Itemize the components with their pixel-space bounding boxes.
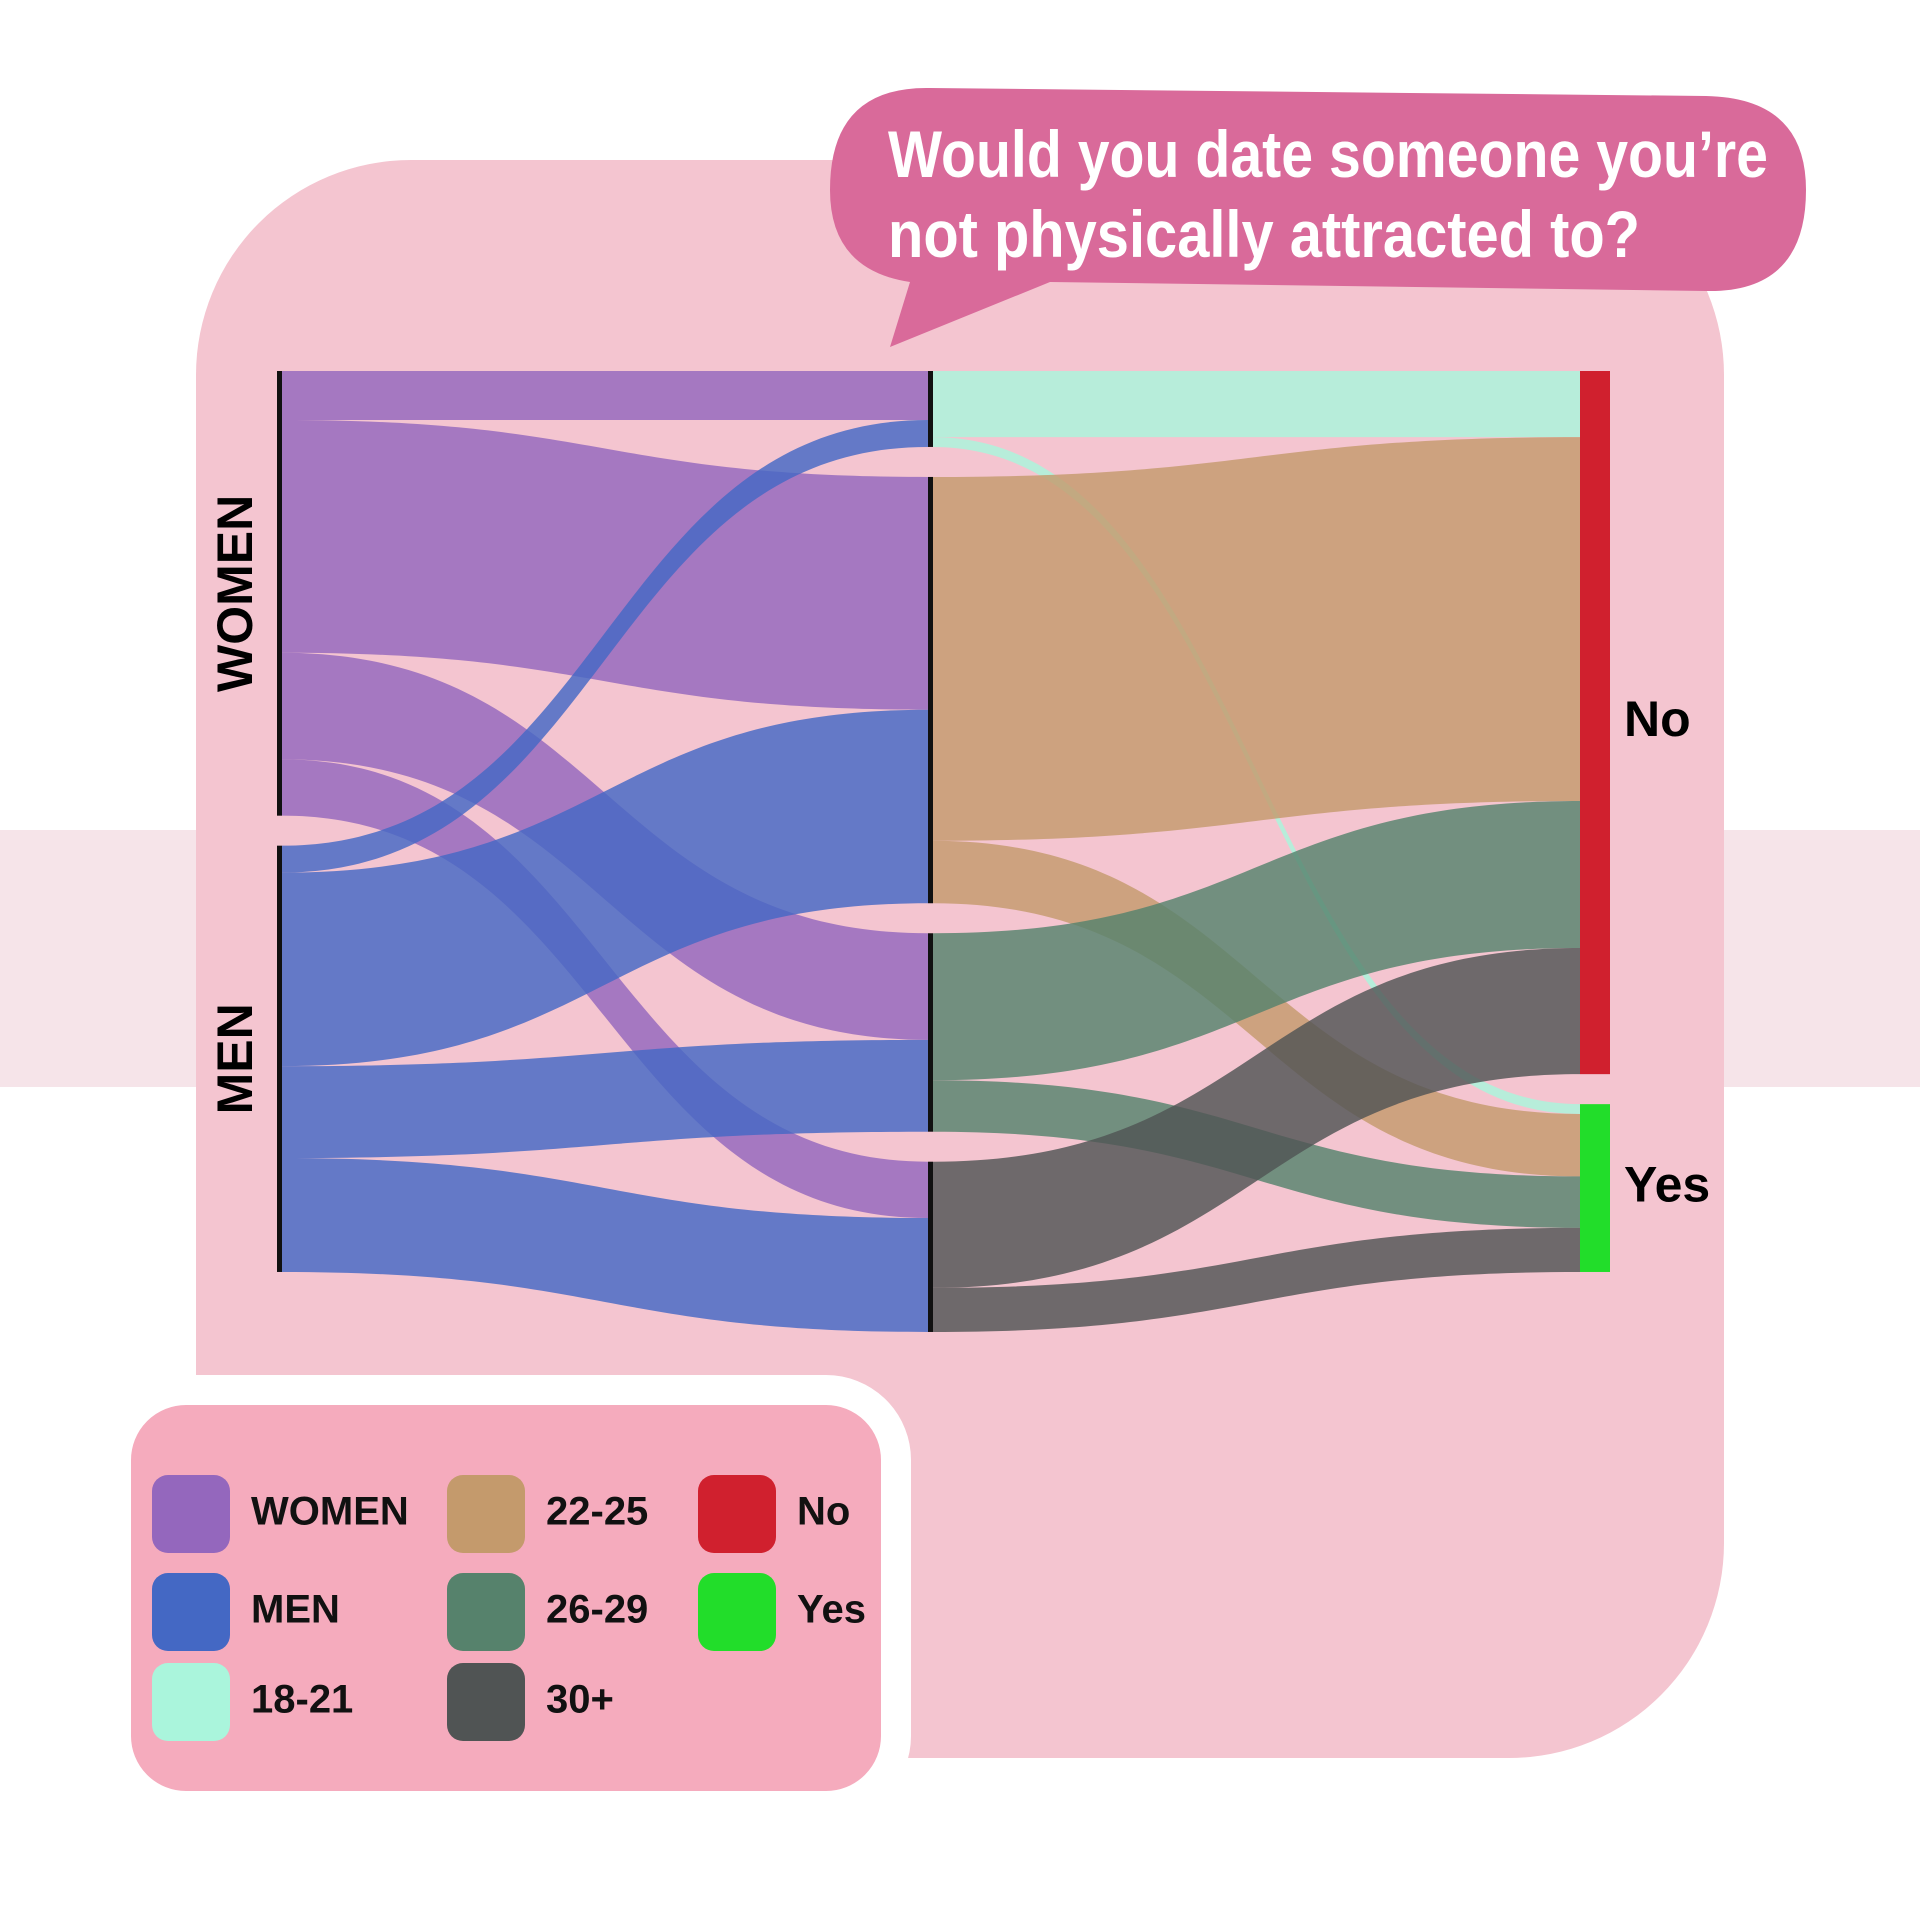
legend-swatch <box>152 1663 230 1741</box>
legend-label: 18-21 <box>251 1678 353 1722</box>
sankey-link <box>933 800 1580 1081</box>
legend-label: 26-29 <box>546 1588 648 1632</box>
chart-title: not physically attracted to? <box>888 197 1640 271</box>
sankey-link <box>282 371 928 420</box>
legend-swatch <box>447 1663 525 1741</box>
legend: WOMEN MEN 18-21 22-25 26-29 30+ No Yes <box>152 1475 866 1741</box>
sankey-node <box>928 476 933 904</box>
sankey-link <box>282 1039 928 1159</box>
legend-label: 22-25 <box>546 1490 648 1534</box>
sankey-node <box>1580 1104 1610 1272</box>
legend-swatch <box>447 1475 525 1553</box>
sankey-node <box>1580 371 1610 1075</box>
legend-swatch <box>447 1573 525 1651</box>
node-label: No <box>1624 691 1691 747</box>
legend-swatch <box>152 1573 230 1651</box>
sankey-node <box>277 845 282 1272</box>
speech-bubble <box>830 87 1806 347</box>
nodes: WOMEN MEN No Yes <box>207 371 1710 1332</box>
sankey-node <box>928 371 933 447</box>
legend-swatch <box>698 1573 776 1651</box>
node-label: WOMEN <box>207 495 263 692</box>
sankey-node <box>277 371 282 816</box>
sankey-link <box>933 947 1580 1288</box>
sankey-link <box>282 709 928 1067</box>
sankey-link <box>933 1227 1580 1332</box>
legend-label: No <box>797 1490 850 1534</box>
legend-label: 30+ <box>546 1678 614 1722</box>
sankey-link <box>282 420 928 710</box>
sankey-link <box>933 371 1580 438</box>
legend-label: WOMEN <box>251 1490 409 1534</box>
sankey-node <box>928 1161 933 1332</box>
node-label: MEN <box>207 1003 263 1114</box>
sankey-link <box>282 759 928 1219</box>
legend-swatch <box>698 1475 776 1553</box>
legend-label: Yes <box>797 1588 866 1632</box>
node-label: Yes <box>1624 1156 1710 1212</box>
sankey-link <box>282 1158 928 1332</box>
sankey-link <box>282 420 928 873</box>
legend-swatch <box>152 1475 230 1553</box>
chart-title: Would you date someone you’re <box>888 117 1768 191</box>
sankey-link <box>933 437 1580 841</box>
sankey-node <box>928 933 933 1132</box>
links <box>282 371 1580 1332</box>
legend-label: MEN <box>251 1588 340 1632</box>
